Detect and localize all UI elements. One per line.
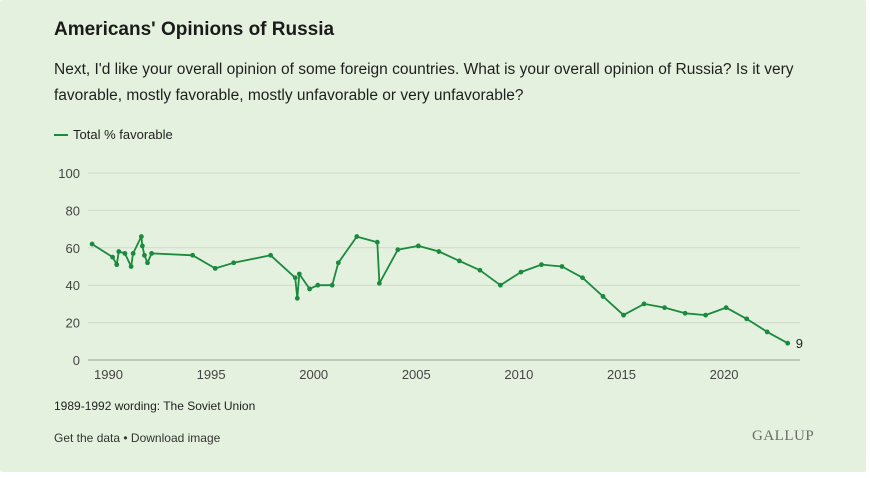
y-tick-label: 40 [66,278,80,293]
data-point [539,262,544,268]
data-point [580,275,585,281]
data-point [110,254,116,260]
data-point [395,247,401,253]
x-tick-label: 2005 [402,367,431,382]
data-point [477,267,483,273]
link-separator: • [120,431,131,445]
legend-label: Total % favorable [73,127,173,142]
data-point [145,260,150,266]
x-tick-label: 1995 [197,367,226,382]
data-point [703,312,709,318]
data-point [292,275,298,281]
footer-links: Get the data • Download image [54,431,220,445]
data-point [374,239,380,245]
data-point [376,280,382,286]
data-point [559,264,565,269]
x-tick-label: 2015 [607,367,636,382]
data-point [785,340,791,346]
data-point [139,243,145,249]
data-point [296,271,302,277]
wording-note: 1989-1992 wording: The Soviet Union [54,399,256,413]
legend: Total % favorable [54,127,173,142]
data-point [518,269,524,275]
legend-swatch [54,133,68,136]
data-point [498,282,503,288]
y-tick-label: 80 [66,203,80,218]
data-point [600,294,606,299]
data-point [142,252,147,258]
data-point [456,258,462,264]
get-data-link[interactable]: Get the data [54,431,121,445]
x-tick-label: 2000 [299,367,328,382]
data-point [231,260,237,266]
data-point [128,264,134,269]
data-point [662,305,667,311]
data-point [641,301,647,307]
end-value-label: 9 [796,336,803,351]
data-point [682,310,688,316]
data-point [294,295,300,301]
series-line [91,235,789,345]
chart-subtitle: Next, I'd like your overall opinion of s… [54,61,794,104]
data-point [138,234,144,239]
data-point [190,252,196,258]
y-tick-label: 60 [66,241,80,256]
y-tick-label: 100 [58,166,80,181]
data-point [116,249,122,254]
data-point [329,282,335,288]
data-point [89,241,95,247]
download-image-link[interactable]: Download image [130,431,221,445]
y-tick-label: 0 [73,353,80,368]
data-point [335,260,341,266]
data-point [723,305,729,311]
x-tick-label: 2010 [504,367,533,382]
chart-title: Americans' Opinions of Russia [54,19,335,40]
data-point [122,251,128,256]
gallup-logo: GALLUP [752,428,815,444]
data-point [149,251,155,256]
data-point [436,249,442,254]
data-point [764,329,770,335]
data-point [130,251,136,256]
data-point [621,312,626,318]
data-point [268,252,274,258]
data-point [212,265,218,271]
data-point [415,243,421,249]
x-tick-label: 2020 [710,367,739,382]
x-tick-label: 1990 [94,367,123,382]
data-point [744,316,750,322]
data-point [307,286,313,292]
data-point [315,282,321,288]
data-point [114,262,120,268]
data-point [354,234,360,239]
y-tick-label: 20 [66,316,80,331]
